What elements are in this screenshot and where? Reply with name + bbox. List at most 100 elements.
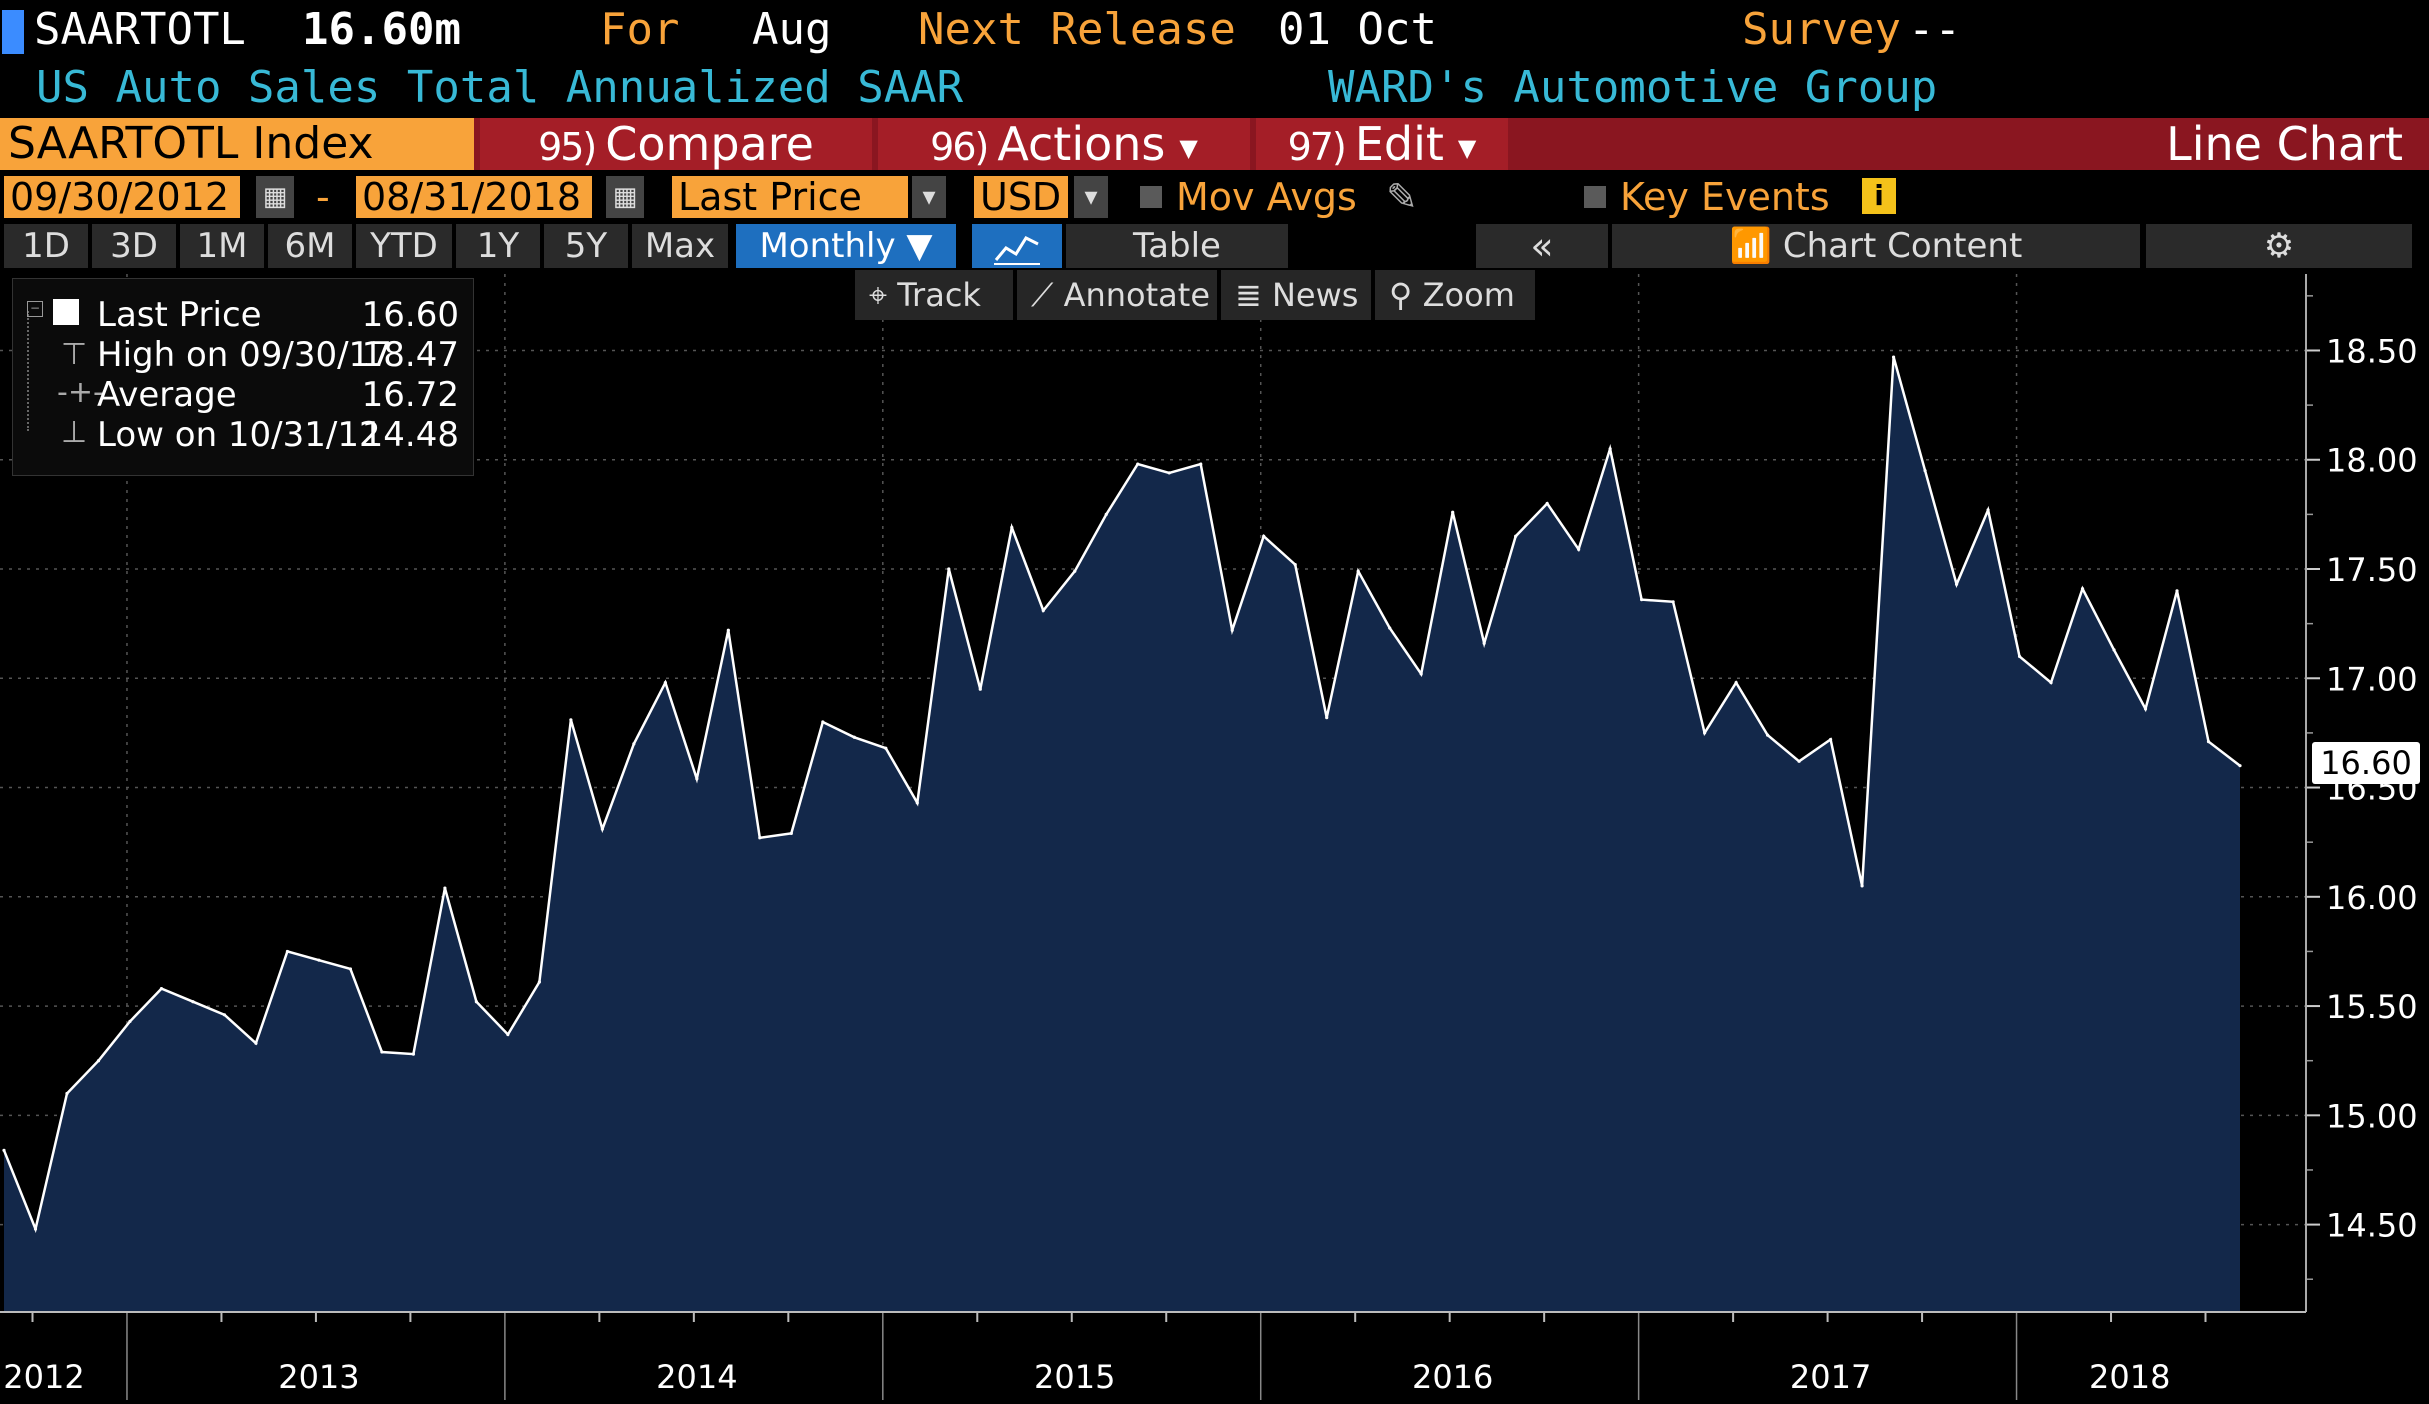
data-point <box>1954 582 1959 586</box>
period-1d[interactable]: 1D <box>4 224 88 268</box>
data-point <box>1766 733 1770 737</box>
legend-value-low: 14.48 <box>361 415 459 455</box>
data-point <box>884 746 888 750</box>
last-price-badge: 16.60 <box>2312 742 2420 784</box>
data-point <box>285 949 290 954</box>
line-chart-icon[interactable] <box>972 224 1062 268</box>
annotate-tool[interactable]: ⟋ Annotate <box>1017 270 1217 320</box>
y-tick-label: 18.50 <box>2326 332 2418 370</box>
next-release-value: 01 Oct <box>1278 4 1437 55</box>
description-line: US Auto Sales Total Annualized SAAR WARD… <box>0 62 2429 114</box>
legend-value-last: 16.60 <box>361 295 459 335</box>
compare-num: 95) <box>538 125 597 169</box>
period-3d[interactable]: 3D <box>92 224 176 268</box>
data-point <box>506 1032 510 1037</box>
ticker: SAARTOTL <box>34 4 246 55</box>
x-axis: 2012 2013 2014 2015 2016 2017 2018 <box>0 1311 2306 1400</box>
x-year-label: 2013 <box>278 1358 359 1396</box>
price-field-select[interactable]: Last Price <box>672 176 908 218</box>
data-point <box>1325 716 1329 720</box>
data-point <box>1671 600 1675 604</box>
annotate-label: Annotate <box>1063 276 1210 314</box>
mov-avgs-checkbox[interactable] <box>1140 186 1162 208</box>
data-point <box>1073 569 1077 573</box>
collapse-left-icon[interactable]: « <box>1476 224 1608 268</box>
data-point <box>1797 759 1801 763</box>
key-events-checkbox[interactable] <box>1584 186 1606 208</box>
news-tool[interactable]: ≣ News <box>1221 270 1371 320</box>
gear-icon[interactable]: ⚙ <box>2146 224 2412 268</box>
dropdown-arrow-icon[interactable]: ▾ <box>912 176 946 218</box>
price-area-fill <box>4 357 2240 1312</box>
calendar-icon[interactable]: ▦ <box>256 176 294 218</box>
data-point <box>2143 707 2148 711</box>
data-point <box>1451 510 1455 514</box>
cursor-block <box>2 10 24 54</box>
security-description: US Auto Sales Total Annualized SAAR <box>36 62 964 113</box>
low-marker-icon: ⊥ <box>61 415 88 450</box>
y-tick-label: 14.50 <box>2326 1207 2418 1245</box>
data-point <box>1388 626 1392 630</box>
period-max[interactable]: Max <box>632 224 728 268</box>
legend-value-high: 18.47 <box>361 335 459 375</box>
period-ytd[interactable]: YTD <box>356 224 452 268</box>
data-point <box>348 967 353 971</box>
data-point <box>380 1050 384 1054</box>
data-point <box>1891 355 1896 359</box>
period-6m[interactable]: 6M <box>268 224 352 268</box>
currency-select[interactable]: USD <box>974 176 1068 218</box>
data-point <box>978 687 982 691</box>
chart-content-button[interactable]: 📶 Chart Content <box>1612 224 2140 268</box>
data-point <box>663 681 667 685</box>
edit-menu[interactable]: 97) Edit ▼ <box>1256 118 1508 170</box>
frequency-select[interactable]: Monthly ▼ <box>736 224 956 268</box>
zoom-tool[interactable]: ⚲ Zoom <box>1375 270 1535 320</box>
data-point <box>33 1227 38 1231</box>
pencil-icon: ⟋ <box>1031 276 1054 314</box>
y-tick-label: 18.00 <box>2326 442 2418 480</box>
period-5y[interactable]: 5Y <box>544 224 628 268</box>
average-marker-icon: -+- <box>57 375 104 410</box>
track-tool[interactable]: ⌖ Track <box>855 270 1013 320</box>
data-point <box>2017 654 2022 659</box>
info-icon[interactable]: i <box>1862 178 1896 214</box>
data-point <box>191 1000 195 1004</box>
collapse-icon[interactable]: − <box>27 301 43 317</box>
data-point <box>2080 587 2085 591</box>
period-1m[interactable]: 1M <box>180 224 264 268</box>
period-1y[interactable]: 1Y <box>456 224 540 268</box>
data-point <box>2112 648 2116 652</box>
data-point <box>222 1013 227 1017</box>
legend-label-low: Low on 10/31/12 <box>97 415 381 455</box>
compare-label: Compare <box>605 117 814 171</box>
dropdown-arrow-icon[interactable]: ▾ <box>1074 176 1108 218</box>
data-point <box>2238 764 2242 768</box>
data-point <box>2 1148 6 1152</box>
pencil-icon[interactable]: ✎ <box>1386 175 1418 219</box>
end-date-field[interactable]: 08/31/2018 <box>356 176 592 218</box>
price-points <box>2 355 2242 1231</box>
period-toolbar: 1D 3D 1M 6M YTD 1Y 5Y Max Monthly ▼ Tabl… <box>0 224 2429 270</box>
y-tick-label: 17.00 <box>2326 660 2418 698</box>
chart-legend[interactable]: − Last Price 16.60 ⊤ High on 09/30/17 18… <box>12 278 474 476</box>
security-index-field[interactable]: SAARTOTL Index <box>0 118 474 170</box>
actions-menu[interactable]: 96) Actions ▼ <box>878 118 1250 170</box>
data-point <box>1608 447 1612 451</box>
caret-down-icon: ▼ <box>906 226 933 266</box>
for-label: For <box>600 4 680 55</box>
data-point <box>1923 469 1927 473</box>
data-point <box>1703 731 1707 735</box>
calendar-icon[interactable]: ▦ <box>606 176 644 218</box>
legend-label-last: Last Price <box>97 295 262 335</box>
table-button[interactable]: Table <box>1066 224 1288 268</box>
start-date-field[interactable]: 09/30/2012 <box>4 176 240 218</box>
next-release-label: Next Release <box>918 4 1236 55</box>
data-point <box>758 836 762 840</box>
compare-button[interactable]: 95) Compare <box>480 118 872 170</box>
function-bar: SAARTOTL Index 95) Compare 96) Actions ▼ 97… <box>0 118 2429 170</box>
data-point <box>1482 641 1486 645</box>
data-point <box>65 1091 69 1096</box>
survey-label: Survey <box>1742 4 1901 55</box>
track-label: Track <box>897 276 981 314</box>
latest-value: 16.60m <box>302 4 461 55</box>
